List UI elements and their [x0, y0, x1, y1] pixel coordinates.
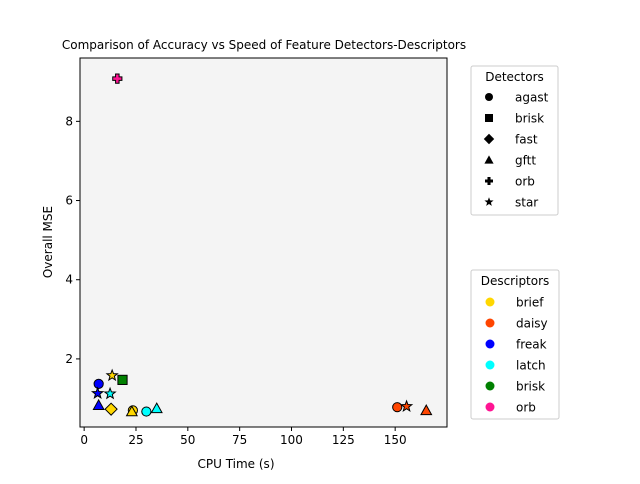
point-gftt-latch: [150, 402, 163, 414]
y-axis-label: Overall MSE: [41, 206, 55, 278]
legend-color-latch: [485, 360, 495, 370]
detectors-legend-title: Detectors: [485, 70, 544, 84]
x-tick-label: 0: [80, 433, 88, 447]
descriptors-legend-box: [470, 269, 560, 420]
point-star-freak: [90, 386, 105, 399]
plot-area: [80, 58, 447, 427]
point-gftt-freak: [92, 398, 105, 410]
legend-label-fast: fast: [515, 133, 538, 147]
legend-marker-gftt: [484, 155, 494, 164]
point-agast-freak: [93, 378, 104, 389]
legend-label-star: star: [515, 196, 538, 210]
point-agast-latch: [141, 406, 152, 417]
descriptors-legend-title: Descriptors: [481, 274, 550, 288]
x-tick-label: 150: [384, 433, 407, 447]
x-tick-label: 25: [128, 433, 143, 447]
legend-label-agast: agast: [515, 91, 549, 105]
legend-marker-orb: [485, 177, 493, 185]
plot-frame: [79, 57, 448, 428]
legend-color-brisk: [485, 381, 495, 391]
point-brisk-brisk: [117, 374, 128, 385]
point-star-brief: [105, 368, 119, 382]
legend-label-freak: freak: [516, 338, 547, 352]
legend-color-orb: [485, 402, 495, 412]
legend-marker-brisk: [485, 114, 493, 122]
legend-label-brief: brief: [516, 296, 544, 310]
legend-marker-star: [484, 197, 494, 206]
legend-label-brisk: brisk: [516, 380, 545, 394]
legend-label-orb: orb: [516, 401, 536, 415]
legend-color-brief: [485, 297, 495, 307]
x-tick-label: 125: [332, 433, 355, 447]
legend-marker-agast: [485, 93, 493, 101]
x-tick-label: 100: [280, 433, 303, 447]
legend-label-gftt: gftt: [515, 154, 536, 168]
legend-label-brisk: brisk: [515, 112, 544, 126]
point-agast-daisy: [392, 402, 403, 413]
detectors-legend: Detectors agast brisk fast gftt orb star: [470, 65, 559, 216]
legend-label-orb: orb: [515, 175, 535, 189]
y-tick-label: 6: [65, 194, 73, 208]
detectors-legend-box: [470, 65, 559, 216]
x-tick-label: 75: [232, 433, 247, 447]
point-star-daisy: [399, 399, 414, 413]
x-tick-label: 50: [180, 433, 195, 447]
point-fast-brief: [104, 402, 118, 416]
legend-label-daisy: daisy: [516, 317, 548, 331]
legend-color-freak: [485, 339, 495, 349]
point-gftt-daisy: [420, 404, 433, 416]
legend-marker-fast: [483, 133, 495, 145]
y-tick-label: 4: [65, 273, 73, 287]
legend-color-daisy: [485, 318, 495, 328]
y-tick-label: 2: [65, 352, 73, 366]
point-orb-orb: [112, 73, 123, 84]
y-tick-label: 8: [65, 114, 73, 128]
x-axis-label: CPU Time (s): [197, 457, 274, 471]
point-gftt-brief: [125, 405, 138, 417]
axis-ticks: 0 25 50 75 100 125 150 2 4 6 8: [65, 114, 406, 447]
data-points: [90, 73, 433, 417]
legend-label-latch: latch: [516, 359, 546, 373]
point-star-latch: [103, 386, 117, 400]
descriptors-legend: Descriptors brief daisy freak latch brisk orb: [470, 269, 560, 420]
chart-title: Comparison of Accuracy vs Speed of Featu…: [62, 38, 466, 52]
